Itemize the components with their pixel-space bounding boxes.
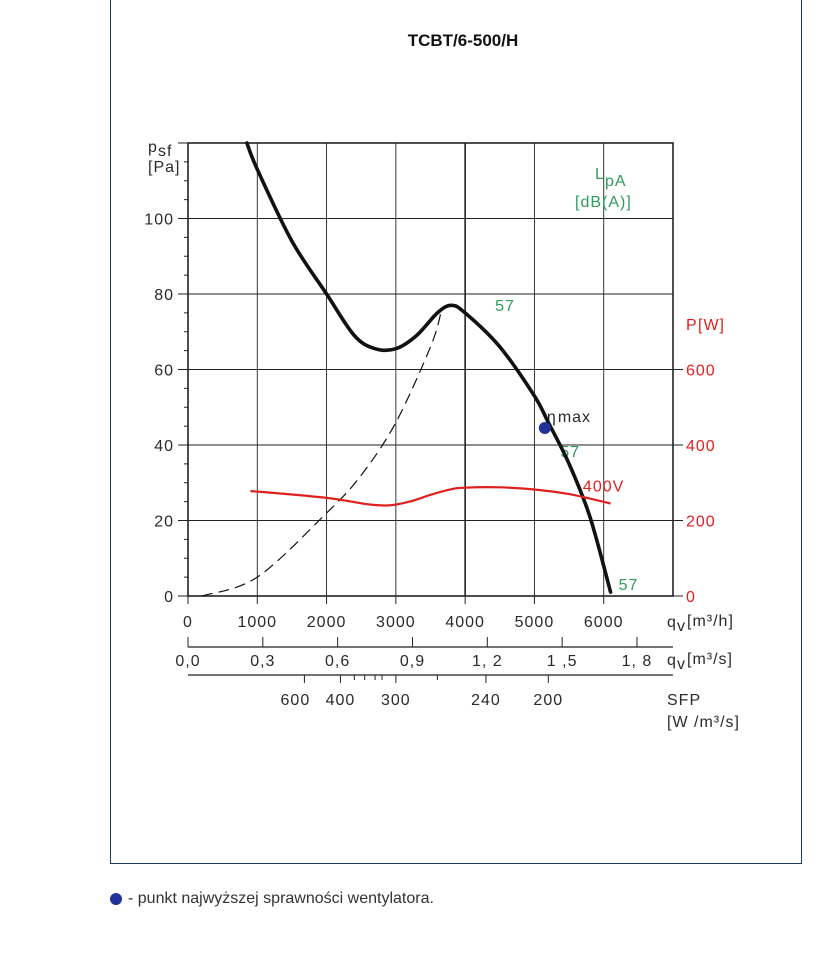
power-tick-label: 600	[686, 363, 716, 380]
y-tick-label: 40	[154, 438, 174, 455]
sfp-tick-label: 200	[533, 692, 563, 709]
x-tick-label-m3h: 3000	[376, 614, 416, 631]
eta-max-legend-dot	[110, 893, 122, 905]
x-axis-label-m3s: q	[667, 652, 677, 669]
x-axis-label-sub: v	[677, 618, 686, 635]
x-tick-label-m3s: 0,0	[175, 653, 200, 670]
sfp-tick-label: 600	[281, 692, 311, 709]
x-tick-label-m3h: 2000	[307, 614, 347, 631]
y-axis-label-sub: sf	[158, 143, 172, 160]
x-tick-label-m3h: 4000	[445, 614, 485, 631]
lpa-value-label: 57	[619, 577, 639, 594]
x-tick-label-m3h: 5000	[515, 614, 555, 631]
sfp-tick-label: 240	[471, 692, 501, 709]
y-axis-label: p	[148, 139, 158, 156]
eta-max-label-sub: max	[558, 409, 591, 426]
pressure-curve	[245, 141, 613, 594]
x-axis-label-sub-m3s: v	[677, 656, 686, 673]
x-axis-unit-m3s: [m³/s]	[687, 651, 733, 668]
sfp-tick-label: 300	[381, 692, 411, 709]
lpa-value-label: 57	[495, 298, 515, 315]
power-tick-label: 400	[686, 438, 716, 455]
sfp-label: SFP	[667, 692, 701, 709]
x-tick-label-m3s: 1, 8	[622, 653, 653, 670]
x-tick-label-m3h: 6000	[584, 614, 624, 631]
x-tick-label-m3h: 0	[183, 614, 193, 631]
power-axis-unit: [W]	[698, 317, 725, 334]
y-tick-label: 100	[144, 212, 174, 229]
y-tick-label: 0	[164, 589, 174, 606]
y-tick-label: 60	[154, 363, 174, 380]
x-tick-label-m3s: 1 ,5	[547, 653, 578, 670]
lpa-unit: [dB(A)]	[575, 194, 632, 211]
legend: - punkt najwyższej sprawności wentylator…	[110, 890, 434, 908]
eta-max-label: η	[547, 409, 557, 426]
eta-max-point	[538, 422, 551, 435]
system-curve	[201, 312, 442, 597]
power-tick-label: 200	[686, 514, 716, 531]
legend-text: - punkt najwyższej sprawności wentylator…	[128, 890, 434, 907]
x-tick-label-m3s: 0,9	[400, 653, 425, 670]
x-tick-label-m3s: 0,6	[325, 653, 350, 670]
sfp-tick-label: 400	[326, 692, 356, 709]
lpa-label: L	[595, 166, 605, 183]
x-tick-label-m3h: 1000	[237, 614, 277, 631]
power-curve-400v	[250, 486, 611, 507]
x-axis-unit-m3h: [m³/h]	[687, 613, 734, 630]
y-tick-label: 20	[154, 514, 174, 531]
chart-title: TCBT/6-500/H	[408, 31, 519, 50]
sfp-unit: [W /m³/s]	[667, 714, 740, 731]
y-tick-label: 80	[154, 287, 174, 304]
chart-axes	[178, 142, 683, 683]
chart-series	[201, 141, 613, 597]
x-tick-label-m3s: 0,3	[250, 653, 275, 670]
power-series-label: 400V	[583, 479, 624, 496]
chart-frame: TCBT/6-500/H 0 20 40 60 80 100 p sf [Pa] 0 200 400 6…	[110, 0, 802, 864]
x-tick-label-m3s: 1, 2	[472, 653, 503, 670]
y-axis-unit: [Pa]	[148, 159, 180, 176]
power-axis-label: P	[686, 317, 698, 334]
x-axis-label: q	[667, 614, 677, 631]
chart-labels: 0 20 40 60 80 100 p sf[Pa] 0 200 400 600 P [W] L pA [dB(…	[144, 139, 740, 731]
lpa-label-sub: pA	[605, 173, 627, 190]
power-tick-label: 0	[686, 589, 696, 606]
fan-performance-chart: TCBT/6-500/H 0 20 40 60 80 100 p sf[Pa] 0 200 400 6…	[144, 31, 740, 731]
